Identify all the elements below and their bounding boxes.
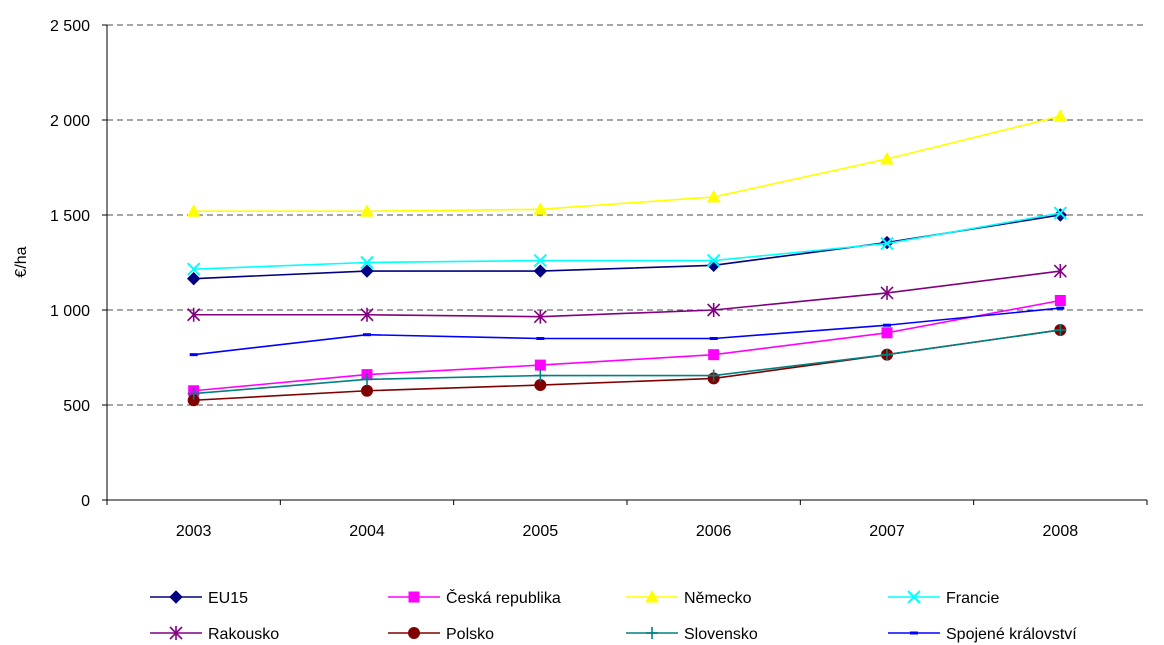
legend-label: Německo <box>684 590 752 607</box>
legend-marker <box>910 631 918 635</box>
data-point-slovensko <box>881 348 893 361</box>
legend-label: Spojené království <box>946 626 1077 643</box>
data-point-rakousko <box>533 309 547 324</box>
data-point-spojen-kr-lovstv <box>189 353 198 357</box>
data-point-francie <box>706 253 721 268</box>
data-point-n-mecko <box>880 151 894 165</box>
data-point-slovensko <box>187 387 200 400</box>
data-point-eu15 <box>1053 208 1068 222</box>
data-point-francie <box>880 236 894 251</box>
legend-marker <box>169 626 183 640</box>
x-tick-label: 2008 <box>1043 523 1079 540</box>
y-tick-label: 1 500 <box>50 208 90 225</box>
data-point--esk-republika <box>534 359 546 371</box>
legend-label: Polsko <box>446 626 494 643</box>
data-point-spojen-kr-lovstv <box>536 337 545 340</box>
x-tick-label: 2005 <box>523 523 559 540</box>
legend-marker <box>907 590 921 604</box>
data-point-rakousko <box>707 303 721 317</box>
data-point-rakousko <box>880 285 894 300</box>
y-axis-label: €/ha <box>13 246 30 277</box>
data-point-spojen-kr-lovstv <box>883 323 891 327</box>
legend-label: Slovensko <box>684 626 758 643</box>
data-point-francie <box>533 253 548 268</box>
series-line-eu15 <box>193 214 1061 280</box>
data-point-rakousko <box>187 307 201 322</box>
legend-marker <box>646 627 658 639</box>
data-point-n-mecko <box>360 204 374 217</box>
series-lines <box>186 109 1068 407</box>
legend-item: Česká republika <box>388 588 561 607</box>
data-point-polsko <box>361 384 373 397</box>
data-point-slovensko <box>534 369 547 382</box>
data-point--esk-republika <box>1054 295 1066 306</box>
legend-item: EU15 <box>150 590 248 607</box>
data-point--esk-republika <box>708 349 720 361</box>
series-francie <box>186 206 1068 276</box>
data-point-francie <box>186 262 201 276</box>
data-point-n-mecko <box>706 189 721 203</box>
data-point-n-mecko <box>533 202 548 215</box>
axes <box>102 24 1148 505</box>
x-tick-label: 2006 <box>696 523 732 540</box>
data-point-eu15 <box>360 264 374 278</box>
series-rakousko <box>187 264 1067 324</box>
data-point-slovensko <box>1054 323 1067 336</box>
series-line-polsko <box>193 329 1061 402</box>
data-point-slovensko <box>707 369 720 382</box>
y-tick-label: 2 000 <box>50 113 90 130</box>
x-tick-labels: 2003 2004 2005 2006 2007 2008 <box>176 523 1078 540</box>
series-line-francie <box>193 212 1061 270</box>
data-point-eu15 <box>533 264 548 278</box>
series-line-spojen-kr-lovstv <box>193 307 1061 356</box>
series-line-slovensko <box>193 329 1061 395</box>
y-tick-label: 1 000 <box>50 303 90 320</box>
data-point-rakousko <box>1053 264 1067 279</box>
data-point-rakousko <box>360 307 374 322</box>
series-n-mecko <box>186 109 1068 217</box>
legend-label: Francie <box>946 590 999 607</box>
legend-marker <box>645 589 659 603</box>
data-point-eu15 <box>186 271 201 286</box>
data-point-francie <box>1053 206 1068 220</box>
gridlines <box>107 24 1147 406</box>
legend-item: Spojené království <box>888 626 1077 643</box>
y-tick-label: 0 <box>81 493 90 510</box>
series-polsko <box>187 323 1067 407</box>
series-eu15 <box>186 208 1068 286</box>
series-line--esk-republika <box>193 299 1061 392</box>
legend-item: Rakousko <box>150 626 279 643</box>
x-tick-label: 2004 <box>349 523 385 540</box>
data-point--esk-republika <box>881 327 893 339</box>
x-tick-label: 2003 <box>176 523 212 540</box>
data-point-francie <box>360 255 374 270</box>
data-point-slovensko <box>361 373 373 386</box>
data-point-spojen-kr-lovstv <box>363 333 371 337</box>
y-tick-labels: 0 500 1 000 1 500 2 000 2 500 <box>50 18 90 510</box>
series--esk-republika <box>188 295 1066 397</box>
legend-marker <box>408 627 420 639</box>
x-tick-label: 2007 <box>869 523 905 540</box>
data-point-spojen-kr-lovstv <box>709 337 718 340</box>
data-point-n-mecko <box>1053 109 1068 122</box>
series-spojen-kr-lovstv <box>189 306 1065 357</box>
legend-label: EU15 <box>208 590 248 607</box>
legend-item: Německo <box>626 589 752 607</box>
series-line-n-mecko <box>193 115 1061 212</box>
y-tick-label: 500 <box>63 398 90 415</box>
series-slovensko <box>187 323 1067 400</box>
legend-label: Rakousko <box>208 626 279 643</box>
legend-item: Slovensko <box>626 626 758 643</box>
legend-marker <box>169 590 183 604</box>
legend-marker <box>408 591 420 603</box>
legend: EU15 Česká republika Německo Francie Rakousk… <box>150 588 1077 643</box>
series-line-rakousko <box>193 270 1061 318</box>
y-tick-label: 2 500 <box>50 18 90 35</box>
legend-item: Polsko <box>388 626 494 643</box>
legend-item: Francie <box>888 590 999 607</box>
data-point-n-mecko <box>186 204 201 217</box>
data-point-spojen-kr-lovstv <box>1056 306 1065 310</box>
legend-label: Česká republika <box>446 588 561 607</box>
